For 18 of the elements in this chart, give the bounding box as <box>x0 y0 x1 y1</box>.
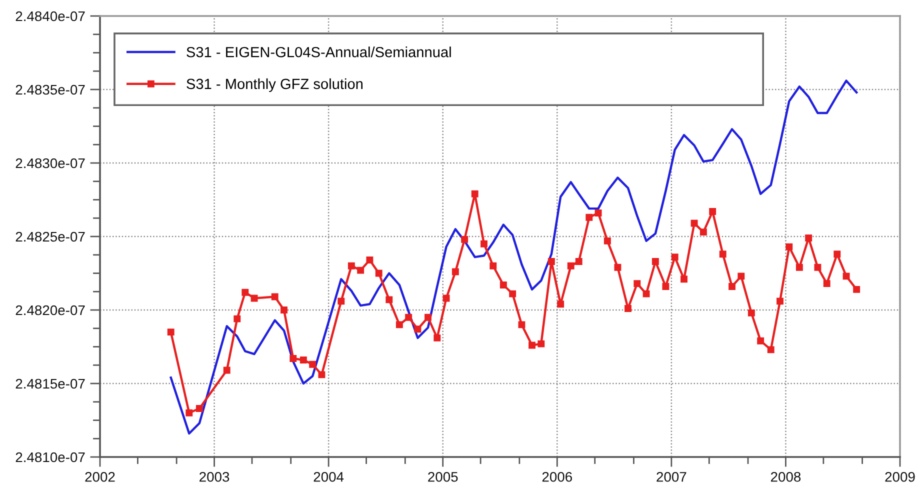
legend-label: S31 - Monthly GFZ solution <box>186 78 363 92</box>
x-tick-label: 2006 <box>542 472 572 482</box>
y-tick-label: 2.4840e-07 <box>16 11 85 22</box>
x-tick-label: 2008 <box>770 472 801 482</box>
line-series <box>170 80 858 435</box>
x-tick-label: 2009 <box>885 472 915 482</box>
x-tick-label: 2004 <box>314 472 344 482</box>
x-tick-label: 2007 <box>656 472 686 482</box>
x-tick-label: 2003 <box>200 472 230 482</box>
x-tick-label: 2002 <box>85 472 115 482</box>
y-tick-label: 2.4820e-07 <box>16 305 85 316</box>
y-tick-label: 2.4835e-07 <box>16 84 85 95</box>
y-tick-label: 2.4825e-07 <box>16 232 85 242</box>
y-tick-label: 2.4810e-07 <box>16 452 85 462</box>
legend-label: S31 - EIGEN-GL04S-Annual/Semiannual <box>186 46 451 58</box>
y-tick-label: 2.4815e-07 <box>16 378 85 389</box>
x-tick-label: 2005 <box>428 472 458 482</box>
y-tick-label: 2.4830e-07 <box>16 158 85 168</box>
